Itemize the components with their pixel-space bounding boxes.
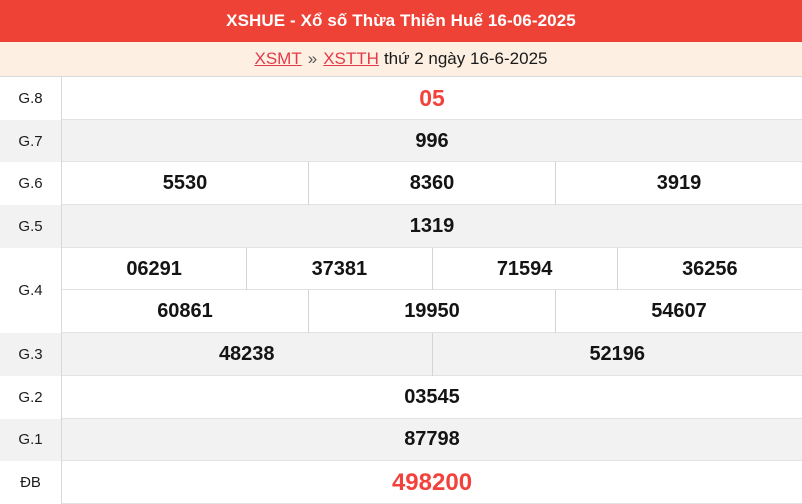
breadcrumb: XSMT » XSTTH thứ 2 ngày 16-6-2025 [0,42,802,77]
prize-number: 498200 [391,468,473,496]
prize-number: 48238 [218,342,275,365]
prize-label: G.7 [0,119,62,163]
prize-number: 06291 [126,257,182,280]
breadcrumb-date: thứ 2 ngày 16-6-2025 [383,49,548,68]
prize-number: 60861 [157,300,213,323]
prize-row: G.4 06291 37381 71594 36256 60861 19950 54607 [0,247,802,334]
breadcrumb-separator: » [307,49,318,68]
prize-number: 37381 [246,247,431,291]
prize-number: 87798 [404,428,460,451]
prize-row: ĐB 498200 [0,461,802,504]
prize-number: 19950 [308,290,555,334]
results-table: G.8 05 G.7 996 G.6 5530 8360 3919 G.5 1319 G.4 0629… [0,77,802,504]
prize-label: G.5 [0,205,62,248]
prize-number: 05 [419,84,445,111]
prize-label: G.2 [0,375,62,419]
prize-label: G.4 [0,247,62,334]
prize-number: 71594 [431,247,617,291]
prize-label: G.8 [0,77,62,120]
prize-label: ĐB [0,461,62,504]
prize-number: 36256 [616,247,802,291]
prize-number: 3919 [555,162,802,206]
prize-number: 996 [415,129,449,152]
prize-row: G.5 1319 [0,205,802,248]
header-bar: XSHUE - Xổ số Thừa Thiên Huế 16-06-2025 [0,0,802,42]
prize-number: 1319 [409,214,455,237]
prize-number: 54607 [555,290,802,334]
prize-number: 5530 [162,172,208,195]
prize-label: G.6 [0,162,62,206]
prize-number: 52196 [431,333,802,376]
prize-row: G.1 87798 [0,418,802,462]
prize-row: G.2 03545 [0,375,802,419]
breadcrumb-link-xsmt[interactable]: XSMT [254,49,302,68]
prize-row: G.8 05 [0,77,802,120]
prize-label: G.3 [0,333,62,376]
prize-label: G.1 [0,418,62,462]
breadcrumb-link-xstth[interactable]: XSTTH [323,49,379,68]
prize-row: G.7 996 [0,119,802,163]
prize-row: G.3 48238 52196 [0,333,802,376]
prize-row: G.6 5530 8360 3919 [0,162,802,206]
prize-number: 03545 [404,385,460,408]
page-title: XSHUE - Xổ số Thừa Thiên Huế 16-06-2025 [226,11,576,30]
prize-number: 8360 [308,162,555,206]
